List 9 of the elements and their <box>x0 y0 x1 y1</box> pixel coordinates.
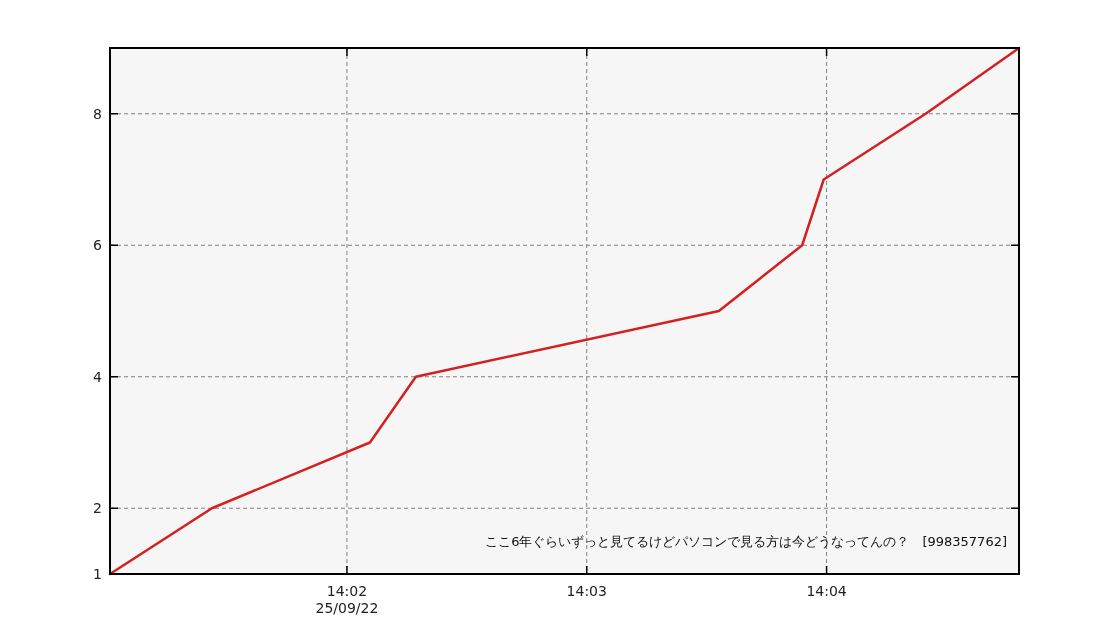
y-tick-label: 4 <box>93 368 103 385</box>
annotation: ここ6年ぐらいずっと見てるけどパソコンで見る方は今どうなってんの？ [998357762] <box>485 534 1007 549</box>
y-tick-label: 2 <box>93 500 102 517</box>
x-tick-label: 14:04 <box>806 583 847 599</box>
y-tick-label: 8 <box>93 105 102 122</box>
y-tick-label: 6 <box>93 237 103 254</box>
x-tick-label: 14:02 25/09/22 <box>315 583 379 616</box>
x-tick-label: 14:03 <box>566 583 607 599</box>
y-tick-label: 1 <box>93 566 102 582</box>
